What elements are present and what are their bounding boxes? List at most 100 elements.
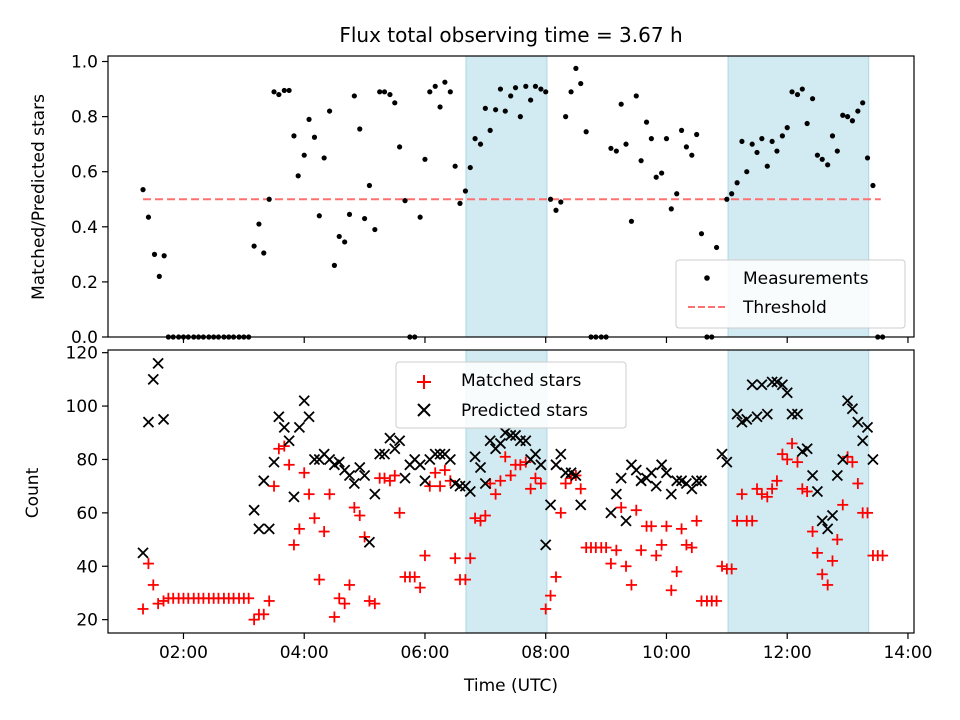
matched-star-marker bbox=[303, 488, 315, 500]
predicted-star-marker bbox=[540, 539, 552, 551]
matched-star-marker bbox=[605, 558, 617, 570]
matched-star-marker bbox=[520, 456, 532, 468]
measurement-point bbox=[663, 136, 670, 142]
matched-star-marker bbox=[686, 542, 698, 554]
matched-star-marker bbox=[796, 483, 808, 495]
measurement-point bbox=[161, 253, 167, 259]
top-y-tick-label: 0.4 bbox=[71, 218, 98, 238]
matched-star-marker bbox=[424, 480, 436, 492]
measurement-point bbox=[794, 91, 801, 98]
predicted-star-marker bbox=[444, 453, 456, 466]
measurement-point bbox=[648, 136, 654, 142]
matched-star-marker bbox=[535, 477, 547, 489]
measurement-point bbox=[316, 213, 322, 219]
measurement-point bbox=[497, 86, 504, 92]
predicted-star-marker bbox=[746, 379, 758, 391]
matched-star-marker bbox=[354, 510, 366, 522]
predicted-star-marker bbox=[348, 477, 360, 490]
predicted-star-marker bbox=[374, 448, 386, 460]
bottom-x-tick-label: 04:00 bbox=[280, 643, 329, 663]
measurement-point bbox=[311, 134, 318, 140]
measurement-point bbox=[713, 244, 720, 251]
measurement-point bbox=[829, 133, 836, 139]
top-plot-frame bbox=[107, 55, 915, 338]
predicted-star-marker bbox=[358, 469, 371, 482]
matched-star-marker bbox=[691, 515, 703, 527]
matched-star-marker bbox=[263, 595, 275, 607]
measurement-point bbox=[306, 116, 312, 122]
predicted-star-marker bbox=[801, 443, 813, 455]
measurement-point bbox=[633, 93, 639, 99]
measurement-point bbox=[417, 214, 423, 220]
predicted-star-marker bbox=[434, 448, 446, 460]
matched-star-marker bbox=[288, 539, 300, 551]
predicted-star-marker bbox=[826, 509, 839, 522]
measurement-point bbox=[402, 198, 408, 204]
predicted-star-marker bbox=[630, 464, 642, 476]
predicted-star-marker bbox=[308, 453, 321, 466]
matched-star-marker bbox=[339, 598, 351, 610]
measurement-point bbox=[502, 108, 508, 114]
measurement-point bbox=[613, 148, 619, 154]
measurement-point bbox=[558, 199, 564, 205]
measurement-point bbox=[689, 152, 695, 158]
predicted-star-marker bbox=[142, 416, 155, 428]
bottom-y-tick-label: 80 bbox=[76, 450, 98, 470]
matched-star-marker bbox=[298, 467, 310, 479]
matched-star-marker bbox=[837, 499, 849, 511]
top-y-tick-label: 0.0 bbox=[71, 328, 98, 348]
measurement-point bbox=[295, 173, 301, 179]
measurement-point bbox=[668, 206, 674, 212]
measurement-point bbox=[432, 83, 438, 89]
predicted-star-marker bbox=[831, 469, 843, 482]
predicted-star-marker bbox=[369, 488, 381, 500]
matched-star-marker bbox=[379, 472, 391, 484]
matched-star-marker bbox=[434, 480, 446, 492]
measurement-point bbox=[573, 65, 579, 71]
matched-star-marker bbox=[359, 531, 371, 543]
top-panel: 0.0 0.2 0.4 0.6 0.8 1.0 Matched/Predicted sta… bbox=[29, 53, 915, 348]
matched-star-marker bbox=[475, 515, 487, 527]
matched-star-marker bbox=[615, 502, 627, 514]
measurement-point bbox=[528, 97, 534, 103]
predicted-star-marker bbox=[544, 499, 557, 511]
predicted-star-marker bbox=[283, 435, 295, 447]
measurement-point bbox=[442, 79, 448, 85]
bottom-shaded-span-1 bbox=[727, 349, 870, 634]
measurement-point bbox=[618, 101, 624, 107]
measurement-point bbox=[281, 87, 287, 94]
predicted-star-marker bbox=[298, 395, 310, 407]
bottom-panel: 20 40 60 80 100 120 02:00 04:00 06:00 08:00 10:00… bbox=[23, 344, 932, 696]
matched-star-marker bbox=[147, 579, 159, 591]
predicted-star-marker bbox=[867, 453, 879, 466]
measurement-point bbox=[156, 273, 162, 279]
top-x-axis-ticks bbox=[182, 337, 909, 343]
measurement-point bbox=[698, 231, 705, 237]
predicted-star-marker bbox=[635, 475, 647, 487]
matched-star-marker bbox=[560, 477, 572, 489]
measurement-point bbox=[377, 89, 383, 95]
matched-star-marker bbox=[318, 526, 330, 538]
measurement-point bbox=[477, 141, 484, 147]
predicted-star-marker bbox=[721, 456, 733, 468]
matched-star-marker bbox=[756, 488, 768, 500]
bottom-y-tick-label: 100 bbox=[66, 397, 98, 417]
predicted-star-marker bbox=[716, 448, 728, 460]
matched-star-marker bbox=[746, 515, 758, 527]
measurement-point bbox=[261, 250, 267, 256]
predicted-star-marker bbox=[384, 432, 396, 444]
chart-title: Flux total observing time = 3.67 h bbox=[339, 23, 682, 47]
x-axis-label: Time (UTC) bbox=[463, 676, 558, 696]
matched-star-marker bbox=[645, 520, 657, 532]
measurement-point bbox=[326, 108, 333, 114]
predicted-star-marker bbox=[766, 376, 778, 388]
measurement-point bbox=[392, 100, 398, 106]
matched-star-marker bbox=[444, 475, 456, 487]
measurement-point bbox=[427, 89, 433, 95]
matched-star-marker bbox=[384, 475, 396, 487]
measurement-point bbox=[467, 164, 473, 171]
measurement-point bbox=[487, 127, 493, 133]
matched-star-marker bbox=[308, 512, 320, 524]
predicted-star-marker bbox=[741, 413, 753, 426]
measurement-point bbox=[472, 136, 478, 142]
